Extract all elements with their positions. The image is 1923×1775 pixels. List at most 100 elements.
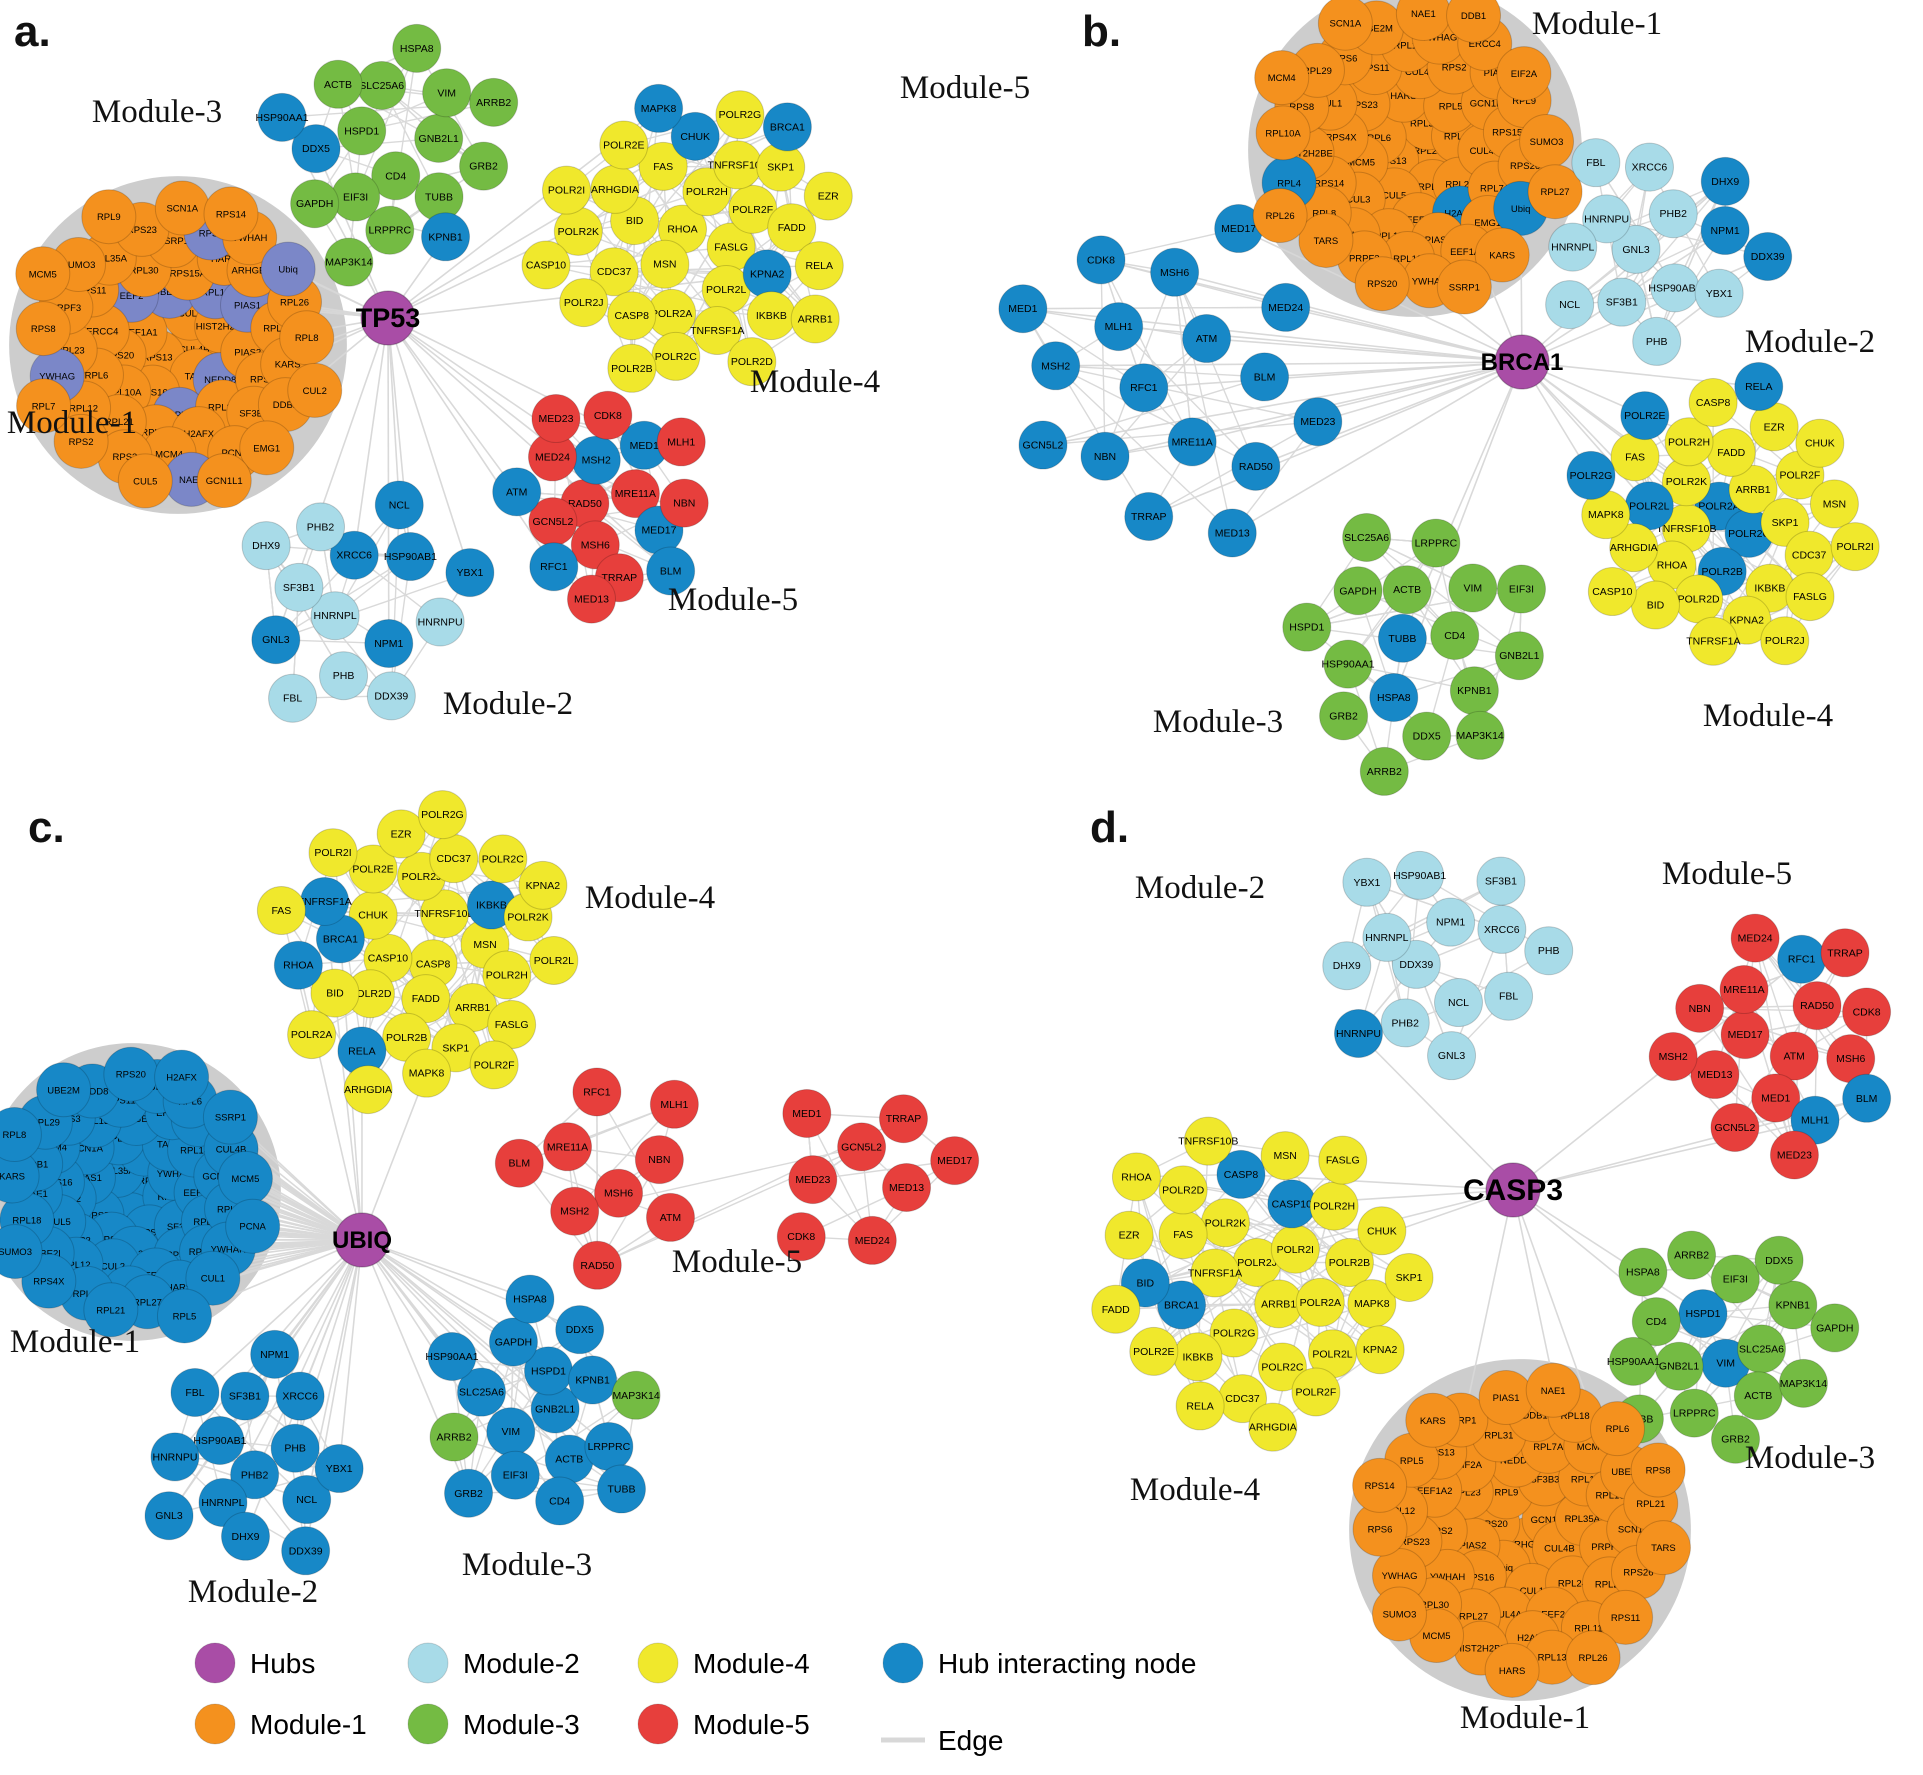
node-label: PRPF3 (1591, 1542, 1622, 1553)
node-circle (1571, 138, 1621, 188)
node-RPS11: RPS11 (1598, 1589, 1654, 1645)
node-circle (1630, 1442, 1686, 1498)
node-label: DHX9 (252, 540, 280, 552)
node-RPS2: RPS2 (53, 413, 109, 469)
node-GNL3: GNL3 (144, 1491, 194, 1541)
hub-node-CASP3: CASP3 (1463, 1162, 1563, 1218)
node-label: POLR2I (1836, 541, 1873, 553)
node-label: RPS11 (106, 1096, 135, 1107)
node-LRPPRC: LRPPRC (1669, 1388, 1719, 1438)
node-label: ATM (660, 1212, 681, 1224)
node-HARS: HARS (1484, 1642, 1540, 1698)
node-label: GCN5L2 (532, 516, 573, 528)
node-label: POLR2H (486, 969, 528, 981)
node-ARRB2: ARRB2 (429, 1412, 479, 1462)
node-label: PRPF3 (51, 303, 82, 314)
node-label: GNB2L1 (1659, 1361, 1699, 1373)
node-label: TNFRSF10B (414, 908, 474, 920)
node-circle (1648, 1032, 1698, 1082)
node-label: RPS7 (199, 228, 224, 239)
node-FASLG: FASLG (487, 1000, 537, 1050)
node-label: POLR2K (1666, 476, 1707, 488)
node-label: SF3B1 (1485, 876, 1517, 888)
node-circle (1669, 1388, 1719, 1438)
node-FASLG: FASLG (706, 222, 756, 272)
node-circle (1792, 981, 1842, 1031)
node-CHUK: CHUK (1795, 418, 1845, 468)
node-circle (251, 615, 301, 665)
node-label: RPL31 (1484, 1430, 1513, 1441)
node-label: SF3B1 (1606, 297, 1638, 309)
node-label: CUL5 (133, 476, 157, 487)
node-label: KPNA2 (1363, 1344, 1398, 1356)
node-label: DHX9 (1711, 176, 1739, 188)
node-POLR2E: POLR2E (348, 844, 398, 894)
node-label: GRB2 (469, 161, 498, 173)
node-label: GAPDH (1339, 585, 1376, 597)
node-label: POLR2D (1162, 1184, 1204, 1196)
node-label: SLC25A6 (1739, 1343, 1784, 1355)
node-label: POLR2E (1133, 1346, 1174, 1358)
node-label: GRB2 (1329, 710, 1358, 722)
node-KARS: KARS (1474, 227, 1530, 283)
node-label: YWHAG (1421, 33, 1457, 44)
node-POLR2L: POLR2L (529, 935, 579, 985)
module-label-a-m2: Module-2 (443, 686, 573, 722)
node-NCL: NCL (1545, 280, 1595, 330)
node-HSP90AA1: HSP90AA1 (425, 1332, 479, 1382)
node-circle (1675, 983, 1725, 1033)
node-circle (1624, 142, 1674, 192)
node-label: SUMO3 (1530, 137, 1564, 148)
node-label: HSPD1 (531, 1365, 566, 1377)
node-GNL3: GNL3 (251, 615, 301, 665)
node-circle (1207, 508, 1257, 558)
node-label: ACTB (555, 1454, 583, 1466)
node-label: RPS26 (1510, 161, 1540, 172)
node-label: RPL30 (130, 265, 159, 276)
node-label: POLR2C (1261, 1361, 1303, 1373)
node-label: DDB1 (1522, 1410, 1547, 1421)
node-GNL3: GNL3 (1611, 224, 1661, 274)
node-EIF3I: EIF3I (1710, 1254, 1760, 1304)
node-circle (494, 1138, 544, 1188)
node-label: PIAS1 (234, 301, 261, 312)
node-label: RPL29 (263, 324, 292, 335)
node-circle (401, 974, 451, 1024)
node-RFC1: RFC1 (1777, 934, 1827, 984)
node-PHB2: PHB2 (230, 1450, 280, 1500)
node-POLR2D: POLR2D (345, 969, 395, 1019)
node-label: IKBKB (756, 310, 787, 322)
node-label: RPS15A (170, 269, 207, 280)
node-label: RFC1 (1130, 382, 1158, 394)
node-label: MED1 (1761, 1093, 1790, 1105)
node-label: UBE2M (47, 1085, 80, 1096)
node-circle (1589, 1401, 1645, 1457)
node-MED17: MED17 (930, 1136, 980, 1186)
node-PHB: PHB (270, 1423, 320, 1473)
node-label: ARRB2 (437, 1432, 472, 1444)
node-YBX1: YBX1 (445, 548, 495, 598)
node-label: MED24 (535, 451, 570, 463)
module-label-b-m4: Module-4 (1703, 698, 1833, 734)
node-circle (308, 828, 358, 878)
node-circle (1298, 212, 1354, 268)
node-label: HNRNPL (1551, 242, 1594, 254)
node-label: POLR2G (1570, 470, 1613, 482)
node-label: TNFRSF1A (298, 896, 352, 908)
node-label: POLR2K (507, 911, 548, 923)
node-label: EEF2 (1541, 1610, 1565, 1621)
node-label: YWHAH (232, 233, 268, 244)
node-circle (1209, 1308, 1259, 1358)
node-NCL: NCL (374, 480, 424, 530)
node-CASP8: CASP8 (1688, 378, 1738, 428)
node-label: MED23 (1300, 416, 1335, 428)
node-NBN: NBN (1675, 983, 1725, 1033)
node-HNRNPU: HNRNPU (1333, 1009, 1383, 1059)
node-label: VIM (1716, 1358, 1735, 1370)
panel-a: CD4 HSPD1 GNB2L1 EIF3I SLC25A6 TUBB DDX5 VIM LRP… (7, 7, 880, 723)
node-CD4: CD4 (1430, 610, 1480, 660)
node-FAS: FAS (1610, 432, 1660, 482)
node-FADD: FADD (1091, 1284, 1141, 1334)
node-label: RPS6 (250, 374, 275, 385)
